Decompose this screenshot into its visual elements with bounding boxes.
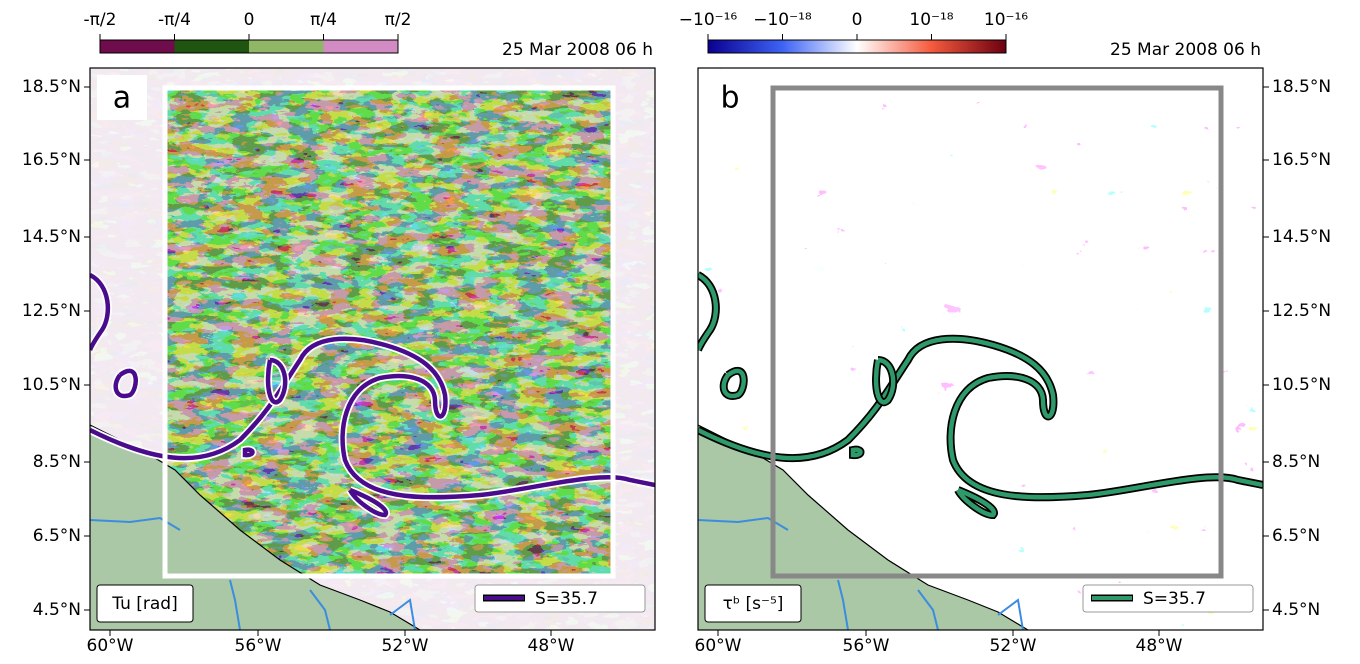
lat-tick-label: 8.5°N (33, 452, 81, 472)
lat-tick-label: 18.5°N (1272, 77, 1331, 97)
colorbar-tick-label: -π/4 (158, 10, 191, 30)
colorbar-tick-label: 10⁻¹⁸ (909, 10, 953, 30)
river (309, 589, 331, 630)
map-area (698, 68, 1263, 630)
legend-box (1082, 584, 1254, 613)
variable-label: Tu [rad] (111, 594, 177, 614)
lon-tick-label: 52°W (990, 636, 1037, 656)
lat-tick-label: 18.5°N (22, 77, 81, 97)
map-panel: b τᵇ [s⁻⁵] S=35.7 −10⁻¹⁶ −10⁻¹⁸ 0 10⁻¹⁸ 10⁻¹⁶ 25… (679, 10, 1331, 656)
lat-tick-label: 14.5°N (1272, 227, 1331, 247)
colorbar-tick-label: π/2 (385, 10, 412, 30)
map-frame (697, 67, 1264, 631)
colorbar-segment (249, 40, 324, 53)
variable-label-box (96, 584, 194, 623)
salinity-contour (721, 368, 746, 399)
variable-label-box (704, 584, 802, 623)
lon-tick-label: 56°W (235, 636, 282, 656)
panel-letter: b (720, 81, 739, 116)
salinity-contour (242, 447, 255, 458)
legend-label: S=35.7 (1143, 589, 1206, 609)
lat-tick-label: 12.5°N (22, 301, 81, 321)
river (997, 598, 1024, 630)
salinity-contour (90, 336, 655, 500)
colorbar-segment (174, 40, 249, 53)
lon-tick-label: 48°W (1136, 636, 1183, 656)
map-frame (89, 67, 656, 631)
colorbar-tick-label: 0 (244, 10, 255, 30)
salinity-contour (698, 272, 719, 351)
map-area (90, 68, 655, 630)
lat-tick-label: 14.5°N (22, 227, 81, 247)
salinity-contour (698, 336, 1263, 500)
lat-tick-label: 6.5°N (33, 526, 81, 546)
lat-tick-label: 10.5°N (22, 375, 81, 395)
legend-box (474, 584, 646, 613)
lat-tick-label: 12.5°N (1272, 301, 1331, 321)
salinity-contour (90, 272, 111, 351)
land (90, 425, 420, 630)
panel-letter: a (113, 81, 131, 116)
colorbar-tick-label: −10⁻¹⁸ (753, 10, 812, 30)
river (389, 598, 416, 630)
river (837, 579, 849, 630)
colorbar-tick-label: 0 (852, 10, 863, 30)
lon-tick-label: 52°W (382, 636, 429, 656)
colorbar-tick-label: π/4 (310, 10, 337, 30)
lat-tick-label: 16.5°N (1272, 150, 1331, 170)
lon-tick-label: 60°W (695, 636, 742, 656)
colorbar-segment (100, 40, 175, 53)
lat-tick-label: 4.5°N (33, 600, 81, 620)
lat-tick-label: 8.5°N (1272, 452, 1320, 472)
river (698, 516, 789, 531)
salinity-contour (113, 368, 138, 399)
salinity-contour (955, 487, 997, 518)
river (917, 589, 939, 630)
river (90, 516, 181, 531)
turner-angle-field (165, 88, 613, 576)
colorbar (708, 40, 1006, 53)
salinity-contour (873, 357, 896, 405)
river (229, 579, 241, 630)
land (698, 425, 1028, 630)
panel-letter-box (705, 75, 755, 120)
lat-tick-label: 4.5°N (1272, 600, 1320, 620)
date-label: 25 Mar 2008 06 h (502, 40, 653, 60)
lat-tick-label: 10.5°N (1272, 375, 1331, 395)
salinity-contour (850, 447, 863, 458)
legend-label: S=35.7 (535, 589, 598, 609)
lon-tick-label: 48°W (528, 636, 575, 656)
analysis-box (770, 85, 1224, 579)
colorbar-tick-label: 10⁻¹⁶ (984, 10, 1028, 30)
lon-tick-label: 56°W (843, 636, 890, 656)
panel-letter-box (97, 75, 147, 120)
date-label: 25 Mar 2008 06 h (1110, 40, 1261, 60)
colorbar-tick-label: −10⁻¹⁶ (679, 10, 738, 30)
salinity-contour (347, 487, 389, 518)
colorbar-tick-label: -π/2 (84, 10, 117, 30)
variable-label: τᵇ [s⁻⁵] (723, 594, 784, 614)
lat-tick-label: 6.5°N (1272, 526, 1320, 546)
analysis-box (162, 85, 616, 579)
colorbar-segment (323, 40, 398, 53)
lat-tick-label: 16.5°N (22, 150, 81, 170)
salinity-contour (265, 357, 288, 405)
map-panel: a Tu [rad] S=35.7 -π/2 -π/4 0 π/4 π/2 25 Mar 200… (22, 10, 656, 656)
lon-tick-label: 60°W (87, 636, 134, 656)
